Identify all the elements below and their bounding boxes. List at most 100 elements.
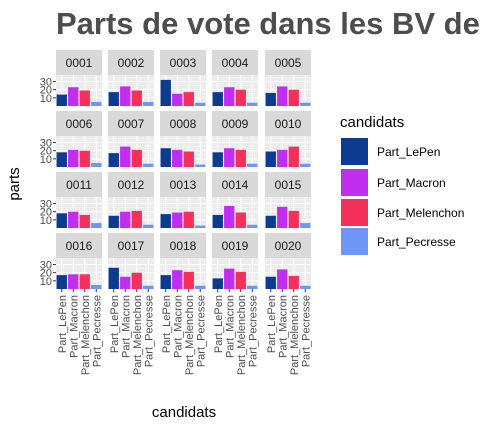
facet-panel-0004: 0004: [212, 50, 258, 106]
bar-part-melenchon: [288, 146, 299, 167]
legend-key-part-melenchon: [341, 199, 368, 226]
x-tick-label: Part_Pecresse: [247, 295, 259, 367]
facet-strip-label: 0016: [66, 239, 93, 253]
facet-strip: [160, 50, 206, 75]
bar-part-macron: [172, 93, 183, 106]
facet-strip-label: 0019: [222, 239, 249, 253]
facet-panel-0008: 0008: [160, 111, 206, 167]
bar-part-pecresse: [195, 164, 206, 167]
x-tick-label: Part_Melenchon: [80, 295, 92, 375]
bar-part-lepen: [160, 79, 171, 106]
bar-part-pecresse: [143, 285, 154, 289]
facet-strip: [56, 233, 102, 258]
facet-strip-label: 0007: [118, 117, 145, 131]
x-tick-label: Part_Pecresse: [300, 295, 312, 367]
bar-part-pecresse: [195, 102, 206, 106]
bar-part-pecresse: [247, 102, 258, 106]
bar-part-pecresse: [300, 285, 311, 289]
bar-part-pecresse: [143, 224, 154, 228]
bar-part-macron: [224, 148, 235, 167]
bar-part-lepen: [160, 214, 171, 228]
facet-strip-label: 0001: [66, 56, 93, 70]
bar-part-melenchon: [131, 272, 142, 289]
x-axis-title: candidats: [152, 404, 216, 421]
bar-part-macron: [120, 86, 131, 106]
bar-part-melenchon: [235, 271, 246, 289]
x-tick-label: Part_Macron: [172, 295, 184, 358]
facet-strip-label: 0009: [222, 117, 249, 131]
x-tick-label: Part_Melenchon: [184, 295, 196, 375]
y-tick-label: 30: [40, 77, 52, 89]
y-tick-label: 20: [40, 146, 52, 158]
bar-part-pecresse: [91, 101, 102, 106]
bar-part-lepen: [212, 278, 223, 289]
facet-panel-0005: 0005: [265, 50, 311, 106]
facet-strip-label: 0006: [66, 117, 93, 131]
y-tick-label: 10: [40, 154, 52, 166]
bar-part-lepen: [265, 276, 276, 289]
bar-part-pecresse: [143, 101, 154, 106]
y-tick-label: 30: [40, 138, 52, 150]
bar-part-melenchon: [183, 271, 194, 289]
bar-part-macron: [277, 206, 288, 228]
bar-part-lepen: [212, 92, 223, 106]
bar-part-pecresse: [300, 102, 311, 106]
facet-panel-0020: 0020 Part_LePen Part_Macron Part_Melenchon P…: [265, 233, 312, 375]
facet-panel-0009: 0009: [212, 111, 258, 167]
bar-part-macron: [68, 149, 79, 167]
facet-strip-label: 0004: [222, 56, 249, 70]
x-tick-label: Part_Melenchon: [132, 295, 144, 375]
x-tick-label: Part_LePen: [213, 295, 225, 353]
facet-strip-label: 0003: [170, 56, 197, 70]
facet-strip-label: 0005: [275, 56, 302, 70]
legend-key-part-pecresse: [341, 228, 368, 255]
bar-part-macron: [224, 205, 235, 228]
bar-part-lepen: [160, 148, 171, 167]
x-tick-label: Part_Macron: [120, 295, 132, 358]
legend: candidats Part_LePen Part_Macron Part_Mele…: [340, 114, 464, 255]
bar-part-lepen: [108, 267, 119, 289]
x-tick-label: Part_LePen: [266, 295, 278, 353]
facet-strip: [108, 172, 154, 197]
y-tick-label: 10: [40, 276, 52, 288]
bar-part-lepen: [265, 215, 276, 228]
bar-part-pecresse: [91, 223, 102, 228]
bar-part-lepen: [56, 213, 67, 228]
facet-strip-label: 0008: [170, 117, 197, 131]
bar-part-melenchon: [235, 212, 246, 228]
facet-strip: [108, 111, 154, 136]
facet-strip: [56, 111, 102, 136]
bar-part-melenchon: [183, 211, 194, 228]
bar-part-melenchon: [79, 274, 90, 289]
bar-part-pecresse: [247, 224, 258, 228]
y-tick-label: 20: [40, 207, 52, 219]
bar-part-lepen: [108, 92, 119, 106]
bar-part-macron: [120, 146, 131, 167]
y-tick-label: 30: [40, 199, 52, 211]
facet-strip: [56, 50, 102, 75]
facet-strip: [212, 233, 258, 258]
bar-part-pecresse: [247, 163, 258, 167]
bar-part-melenchon: [235, 89, 246, 106]
bar-part-lepen: [212, 214, 223, 228]
facet-panel-0019: 0019 Part_LePen Part_Macron Part_Melenchon P…: [212, 233, 259, 375]
facet-strip: [212, 172, 258, 197]
bar-part-macron: [172, 212, 183, 228]
facet-panel-0017: 0017 Part_LePen Part_Macron Part_Melenchon P…: [108, 233, 155, 375]
legend-label: Part_Pecresse: [377, 235, 456, 249]
bar-part-melenchon: [131, 149, 142, 167]
bar-part-melenchon: [131, 210, 142, 228]
facet-strip: [108, 233, 154, 258]
x-tick-label: Part_Pecresse: [195, 295, 207, 367]
bar-part-macron: [224, 268, 235, 289]
y-tick-label: 30: [40, 260, 52, 272]
bar-part-lepen: [108, 153, 119, 167]
bar-part-lepen: [56, 275, 67, 289]
facet-panel-0013: 0013: [160, 172, 206, 228]
facet-strip: [265, 50, 311, 75]
facet-strip: [212, 50, 258, 75]
facet-strip: [56, 172, 102, 197]
facet-strip-label: 0015: [275, 178, 302, 192]
bar-part-macron: [172, 270, 183, 289]
